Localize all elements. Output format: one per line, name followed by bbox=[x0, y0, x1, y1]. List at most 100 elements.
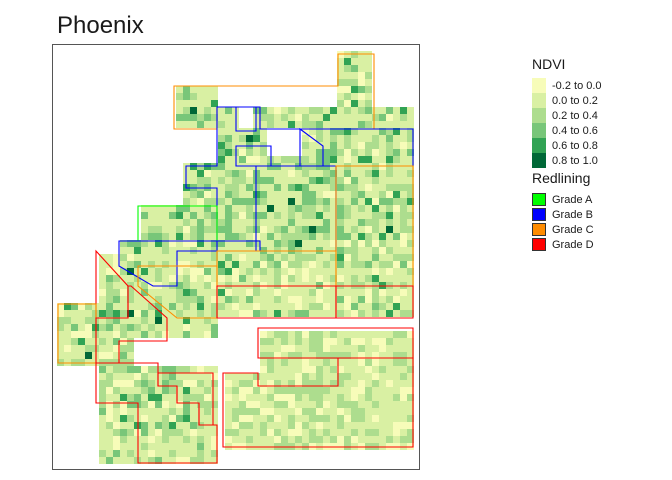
ndvi-cell bbox=[407, 219, 414, 226]
ndvi-cell bbox=[302, 422, 309, 429]
ndvi-cell bbox=[155, 289, 162, 296]
ndvi-cell bbox=[316, 212, 323, 219]
ndvi-cell bbox=[358, 72, 365, 79]
ndvi-cell bbox=[309, 128, 316, 135]
ndvi-cell bbox=[309, 275, 316, 282]
ndvi-cell bbox=[316, 275, 323, 282]
ndvi-cell bbox=[183, 198, 190, 205]
ndvi-cell bbox=[316, 184, 323, 191]
ndvi-cell bbox=[365, 128, 372, 135]
ndvi-cell bbox=[281, 380, 288, 387]
ndvi-cell bbox=[407, 345, 414, 352]
ndvi-cell bbox=[274, 352, 281, 359]
ndvi-cell bbox=[99, 317, 106, 324]
ndvi-cell bbox=[253, 408, 260, 415]
ndvi-cell bbox=[162, 415, 169, 422]
ndvi-cell bbox=[330, 296, 337, 303]
ndvi-cell bbox=[99, 275, 106, 282]
ndvi-cell bbox=[358, 58, 365, 65]
ndvi-cell bbox=[295, 436, 302, 443]
ndvi-cell bbox=[99, 310, 106, 317]
ndvi-cell bbox=[113, 394, 120, 401]
ndvi-cell bbox=[316, 303, 323, 310]
ndvi-cell bbox=[197, 443, 204, 450]
ndvi-cell bbox=[407, 107, 414, 114]
ndvi-cell bbox=[323, 191, 330, 198]
ndvi-cell bbox=[239, 429, 246, 436]
ndvi-cell bbox=[386, 436, 393, 443]
ndvi-cell bbox=[225, 191, 232, 198]
ndvi-cell bbox=[169, 317, 176, 324]
ndvi-cell bbox=[407, 156, 414, 163]
ndvi-cell bbox=[407, 191, 414, 198]
ndvi-cell bbox=[197, 93, 204, 100]
ndvi-cell bbox=[246, 380, 253, 387]
ndvi-cell bbox=[57, 317, 64, 324]
ndvi-cell bbox=[190, 198, 197, 205]
ndvi-cell bbox=[204, 233, 211, 240]
ndvi-cell bbox=[400, 373, 407, 380]
ndvi-cell bbox=[134, 303, 141, 310]
ndvi-cell bbox=[113, 275, 120, 282]
ndvi-cell bbox=[330, 149, 337, 156]
ndvi-cell bbox=[400, 387, 407, 394]
ndvi-cell bbox=[148, 247, 155, 254]
ndvi-cell bbox=[99, 261, 106, 268]
ndvi-cell bbox=[316, 219, 323, 226]
ndvi-cell bbox=[316, 408, 323, 415]
ndvi-cell bbox=[99, 394, 106, 401]
ndvi-cell bbox=[337, 107, 344, 114]
ndvi-cell bbox=[337, 86, 344, 93]
ndvi-cell bbox=[64, 331, 71, 338]
ndvi-cell bbox=[127, 450, 134, 457]
ndvi-cell bbox=[274, 219, 281, 226]
ndvi-cell bbox=[344, 233, 351, 240]
ndvi-cell bbox=[337, 296, 344, 303]
ndvi-cell bbox=[372, 114, 379, 121]
ndvi-cell bbox=[162, 366, 169, 373]
ndvi-cell bbox=[281, 401, 288, 408]
ndvi-cell bbox=[232, 387, 239, 394]
redlining-legend-label: Grade D bbox=[552, 238, 594, 251]
ndvi-cell bbox=[281, 254, 288, 261]
ndvi-cell bbox=[365, 401, 372, 408]
ndvi-cell bbox=[239, 198, 246, 205]
ndvi-cell bbox=[295, 289, 302, 296]
ndvi-cell bbox=[190, 303, 197, 310]
ndvi-cell bbox=[162, 450, 169, 457]
ndvi-cell bbox=[99, 457, 106, 464]
ndvi-cell bbox=[211, 443, 218, 450]
ndvi-cell bbox=[99, 338, 106, 345]
ndvi-cell bbox=[330, 310, 337, 317]
ndvi-cell bbox=[218, 240, 225, 247]
ndvi-cell bbox=[316, 261, 323, 268]
ndvi-cell bbox=[358, 240, 365, 247]
ndvi-cell bbox=[295, 303, 302, 310]
ndvi-cell bbox=[120, 401, 127, 408]
ndvi-cell bbox=[365, 198, 372, 205]
ndvi-cell bbox=[393, 128, 400, 135]
ndvi-cell bbox=[309, 303, 316, 310]
ndvi-cell bbox=[141, 429, 148, 436]
ndvi-cell bbox=[253, 268, 260, 275]
ndvi-cell bbox=[358, 275, 365, 282]
ndvi-cell bbox=[253, 303, 260, 310]
ndvi-cell bbox=[57, 303, 64, 310]
ndvi-cell bbox=[267, 422, 274, 429]
ndvi-cell bbox=[260, 198, 267, 205]
ndvi-cell bbox=[323, 135, 330, 142]
ndvi-cell bbox=[127, 310, 134, 317]
ndvi-cell bbox=[274, 233, 281, 240]
ndvi-cell bbox=[120, 289, 127, 296]
ndvi-cell bbox=[253, 149, 260, 156]
ndvi-cell bbox=[274, 107, 281, 114]
ndvi-cell bbox=[204, 191, 211, 198]
ndvi-cell bbox=[358, 156, 365, 163]
ndvi-legend-row: 0.0 to 0.2 bbox=[532, 93, 602, 108]
ndvi-cell bbox=[302, 205, 309, 212]
ndvi-cell bbox=[407, 303, 414, 310]
ndvi-cell bbox=[351, 331, 358, 338]
ndvi-cell bbox=[218, 142, 225, 149]
ndvi-cell bbox=[302, 338, 309, 345]
ndvi-cell bbox=[386, 352, 393, 359]
